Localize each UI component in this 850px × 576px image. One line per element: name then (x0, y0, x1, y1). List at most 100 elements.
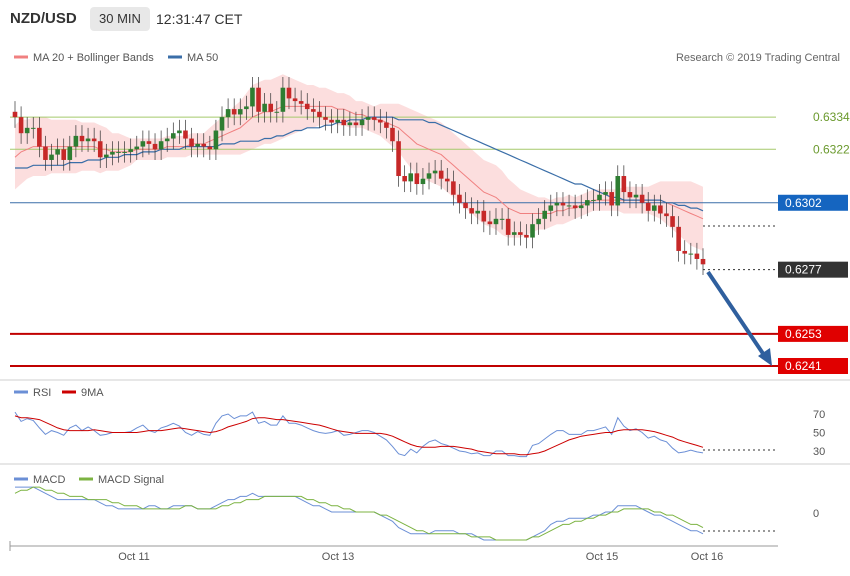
candle-body (688, 253, 694, 255)
candle-body (493, 218, 499, 225)
candle-body (67, 146, 73, 160)
candle-body (694, 253, 700, 259)
chart-header: NZD/USD 30 MIN 12:31:47 CET (0, 0, 850, 40)
candle-body (37, 127, 42, 147)
candle-body (585, 200, 590, 206)
candle-body (633, 194, 639, 198)
candle-body (676, 226, 681, 251)
candle-body (49, 154, 54, 160)
candle-body (61, 149, 67, 160)
candle-body (231, 109, 237, 115)
candle-body (347, 122, 353, 126)
macd-tick-label: 0 (813, 508, 819, 520)
timeframe-button[interactable]: 30 MIN (90, 7, 150, 31)
legend-ma20: MA 20 + Bollinger Bands (33, 52, 154, 64)
level-badge (778, 325, 848, 342)
legend-ma50: MA 50 (187, 52, 218, 64)
legend-9ma: 9MA (81, 387, 104, 399)
candle-body (511, 232, 517, 235)
candle-body (79, 135, 85, 142)
candle-body (359, 119, 365, 126)
candle-body (311, 109, 316, 112)
candle-body (682, 250, 688, 254)
candle-body (286, 87, 292, 99)
candle-body (463, 202, 468, 209)
candle-body (432, 170, 438, 174)
x-axis-label: Oct 11 (118, 551, 150, 563)
x-axis-label: Oct 16 (691, 551, 723, 563)
legend-rsi: RSI (33, 387, 51, 399)
candle-body (298, 101, 304, 104)
candle-body (219, 117, 225, 131)
candle-body (457, 194, 462, 203)
candle-body (85, 138, 91, 142)
candle-body (505, 218, 511, 235)
candle-body (12, 111, 18, 118)
level-label: 0.6334 (813, 110, 850, 124)
candle-body (664, 213, 669, 217)
candle-body (639, 194, 645, 203)
candle-body (43, 146, 48, 160)
candle-body (329, 119, 334, 123)
level-badge (778, 194, 848, 211)
legend-macd: MACD (33, 474, 65, 486)
candle-body (554, 202, 560, 206)
candle-body (134, 146, 140, 150)
candle-body (183, 130, 188, 139)
rsi-line (14, 411, 704, 458)
candle-body (384, 122, 389, 128)
candle-body (304, 103, 310, 110)
level-label: 0.6302 (785, 196, 822, 210)
candle-body (627, 192, 633, 198)
macd-line (15, 486, 704, 541)
x-axis-label: Oct 13 (322, 551, 354, 563)
candle-body (566, 205, 572, 207)
candle-body (402, 176, 407, 182)
candle-body (560, 202, 566, 206)
candle-body (250, 87, 255, 107)
rsi-tick-label: 70 (813, 409, 825, 421)
candle-body (621, 176, 627, 193)
candle-body (280, 87, 286, 112)
candle-body (189, 138, 194, 147)
candle-body (30, 127, 36, 129)
candle-body (158, 141, 164, 150)
rsi-tick-label: 50 (813, 428, 825, 440)
candle-body (237, 109, 243, 115)
candle-body (91, 138, 97, 142)
forecast-arrow-line (706, 270, 768, 360)
candle-body (481, 210, 487, 222)
forecast-arrow-head (758, 348, 772, 366)
candle-body (292, 98, 298, 102)
candle-body (116, 151, 121, 153)
copyright-text: Research © 2019 Trading Central (676, 52, 840, 64)
candle-body (451, 181, 456, 195)
candle-body (146, 141, 152, 144)
candle-body (55, 149, 60, 155)
candle-body (365, 117, 371, 120)
candle-body (475, 210, 481, 214)
candle-body (97, 141, 103, 158)
candle-body (658, 205, 663, 214)
level-label: 0.6253 (785, 327, 822, 341)
candle-body (548, 205, 554, 211)
candle-body (104, 154, 109, 158)
candle-body (572, 205, 578, 209)
candle-body (18, 117, 24, 134)
candle-body (140, 141, 146, 147)
level-label: 0.6241 (785, 359, 822, 373)
candle-body (256, 87, 261, 112)
candle-body (323, 117, 328, 120)
candle-body (390, 127, 395, 142)
candle-body (609, 192, 614, 206)
candle-body (499, 218, 505, 220)
candle-body (378, 119, 383, 123)
candle-body (536, 218, 541, 225)
candle-body (225, 109, 231, 118)
candle-body (201, 143, 207, 147)
candle-body (128, 149, 133, 152)
candle-body (426, 173, 432, 179)
candle-body (408, 173, 414, 182)
candle-body (171, 133, 176, 139)
